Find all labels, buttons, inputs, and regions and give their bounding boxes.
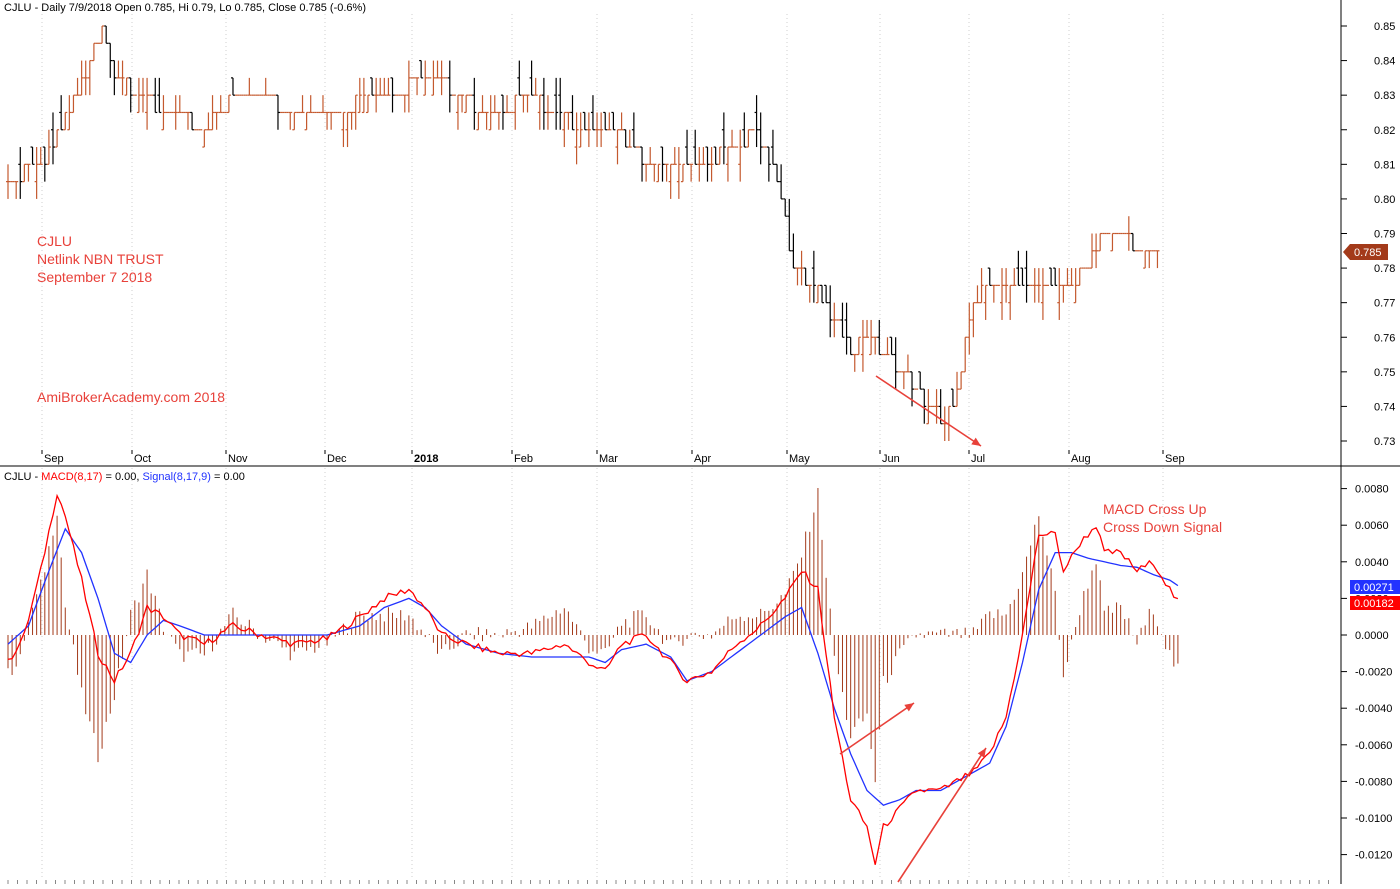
price-grid bbox=[41, 14, 1164, 450]
macd-grid bbox=[41, 468, 1164, 880]
date-tick-label: Feb bbox=[514, 453, 533, 465]
price-axis-label: 0.74 bbox=[1374, 401, 1395, 413]
macd-axis-label: -0.0100 bbox=[1355, 813, 1392, 825]
date-tick-label: May bbox=[789, 453, 810, 465]
date-tick-label: Sep bbox=[1165, 453, 1185, 465]
macd-arrow-upper bbox=[839, 702, 915, 755]
price-axis-label: 0.77 bbox=[1374, 298, 1395, 310]
last-price-value: 0.785 bbox=[1354, 247, 1382, 259]
date-tick-label: Sep bbox=[44, 453, 64, 465]
price-axis-label: 0.80 bbox=[1374, 194, 1395, 206]
watermark: AmiBrokerAcademy.com 2018 bbox=[37, 389, 225, 405]
arrows bbox=[839, 375, 987, 883]
price-axis-label: 0.79 bbox=[1374, 229, 1395, 241]
date-tick-label: Jul bbox=[971, 453, 985, 465]
macd-value-tag: 0.00182 bbox=[1350, 596, 1400, 610]
macd-line bbox=[7, 493, 1179, 865]
signal-last-value: 0.00271 bbox=[1354, 582, 1394, 594]
symbol-annotation: CJLU bbox=[37, 233, 72, 249]
name-annotation: Netlink NBN TRUST bbox=[37, 251, 164, 267]
macd-axis-label: -0.0060 bbox=[1355, 740, 1392, 752]
date-tick-label: 2018 bbox=[414, 453, 438, 465]
macd-axis-label: -0.0040 bbox=[1355, 703, 1392, 715]
price-axis-label: 0.83 bbox=[1374, 90, 1395, 102]
date-tick-label: Mar bbox=[599, 453, 618, 465]
price-axis-label: 0.76 bbox=[1374, 332, 1395, 344]
date-tick-label: Jun bbox=[882, 453, 900, 465]
date-axis: Sep Oct Nov Dec 2018 Feb Mar Apr May Jun Jul Aug Sep bbox=[7, 450, 1329, 884]
macd-axis-label: 0.0080 bbox=[1355, 484, 1389, 496]
macd-annotation-2: Cross Down Signal bbox=[1103, 519, 1222, 535]
macd-header: CJLU - MACD(8,17) = 0.00, Signal(8,17,9)… bbox=[4, 471, 245, 483]
macd-axis-label: -0.0080 bbox=[1355, 776, 1392, 788]
date-tick-label: Aug bbox=[1071, 453, 1091, 465]
price-axis-label: 0.84 bbox=[1374, 56, 1395, 68]
price-axis-label: 0.85 bbox=[1374, 21, 1395, 33]
price-divergence-arrow bbox=[875, 375, 982, 447]
macd-arrow-lower bbox=[897, 747, 987, 883]
macd-lines bbox=[7, 493, 1179, 865]
signal-value-tag: 0.00271 bbox=[1350, 580, 1400, 594]
date-tick-label: Dec bbox=[327, 453, 347, 465]
signal-legend-label: Signal(8,17,9) bbox=[142, 471, 211, 483]
date-tick-label: Oct bbox=[134, 453, 151, 465]
date-tick-label: Apr bbox=[694, 453, 711, 465]
macd-axis-label: 0.0040 bbox=[1355, 557, 1389, 569]
price-divergence-arrow-head bbox=[971, 437, 981, 446]
macd-arrow-lower-head bbox=[977, 748, 986, 758]
price-axis: 0.73 0.74 0.75 0.76 0.77 0.78 0.79 0.80 0.81 0.82… bbox=[1341, 21, 1395, 448]
price-axis-label: 0.75 bbox=[1374, 367, 1395, 379]
macd-annotation-1: MACD Cross Up bbox=[1103, 501, 1207, 517]
price-bars bbox=[6, 25, 1160, 441]
price-axis-label: 0.82 bbox=[1374, 125, 1395, 137]
price-axis-label: 0.78 bbox=[1374, 263, 1395, 275]
macd-arrow-upper-head bbox=[904, 703, 914, 712]
macd-axis-label: 0.0000 bbox=[1355, 630, 1389, 642]
macd-axis-label: 0.0060 bbox=[1355, 520, 1389, 532]
macd-axis-label: -0.0020 bbox=[1355, 667, 1392, 679]
macd-last-value: 0.00182 bbox=[1354, 598, 1394, 610]
macd-axis-label: -0.0120 bbox=[1355, 850, 1392, 862]
date-annotation: September 7 2018 bbox=[37, 269, 152, 285]
price-axis-label: 0.81 bbox=[1374, 159, 1395, 171]
signal-line bbox=[7, 527, 1179, 806]
macd-legend-label: MACD(8,17) bbox=[41, 471, 102, 483]
price-header: CJLU - Daily 7/9/2018 Open 0.785, Hi 0.7… bbox=[4, 2, 366, 14]
last-price-tag: 0.785 bbox=[1343, 244, 1388, 260]
price-axis-label: 0.73 bbox=[1374, 436, 1395, 448]
date-tick-label: Nov bbox=[228, 453, 248, 465]
